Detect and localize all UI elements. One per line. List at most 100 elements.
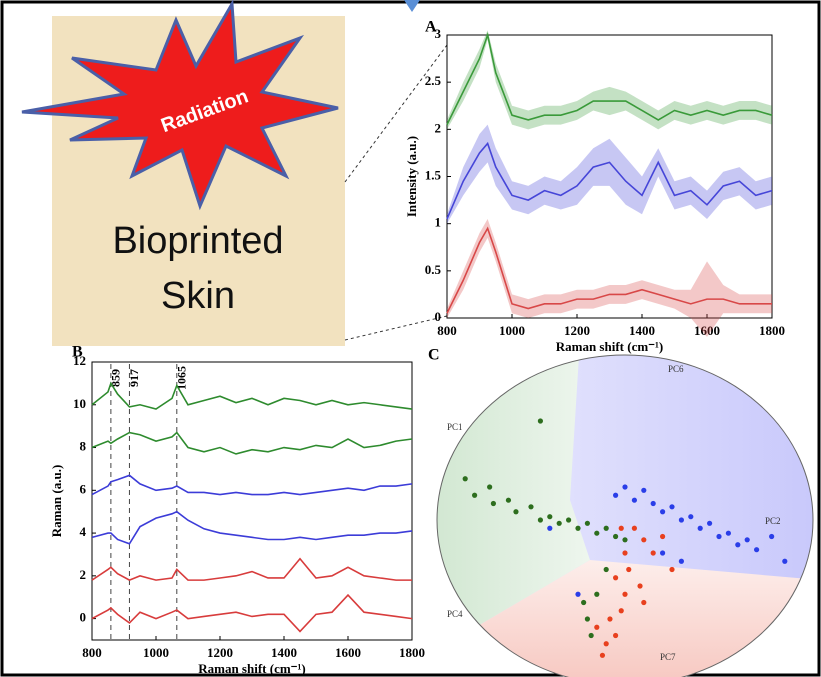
x-tick-label: 1600 (335, 645, 361, 660)
point (538, 517, 543, 522)
x-tick-label: 1400 (629, 323, 655, 338)
point (660, 534, 665, 539)
point (754, 547, 759, 552)
y-tick-label: 2.5 (425, 73, 442, 88)
point (613, 575, 618, 580)
y-tick-label: 10 (73, 396, 86, 411)
point (528, 504, 533, 509)
point (622, 484, 627, 489)
point (669, 504, 674, 509)
point (769, 534, 774, 539)
point (538, 418, 543, 423)
point (641, 600, 646, 605)
score-plot (420, 340, 820, 677)
zoom-line (345, 45, 447, 182)
x-tick-label: 1800 (759, 323, 785, 338)
point (463, 476, 468, 481)
y-tick-label: 0 (435, 309, 442, 324)
point (626, 567, 631, 572)
series-line (92, 595, 412, 631)
point (589, 633, 594, 638)
error-band (447, 219, 772, 337)
point (585, 521, 590, 526)
point (604, 526, 609, 531)
y-tick-label: 0.5 (425, 262, 442, 277)
x-tick-label: 800 (82, 645, 102, 660)
point (641, 488, 646, 493)
y-tick-label: 1.5 (425, 167, 442, 182)
point (622, 537, 627, 542)
x-tick-label: 1000 (499, 323, 525, 338)
point (594, 531, 599, 536)
point (632, 498, 637, 503)
point (581, 600, 586, 605)
y-tick-label: 4 (80, 524, 87, 539)
pc-label: PC7 (660, 652, 676, 662)
error-band (447, 125, 772, 224)
y-tick-label: 2 (80, 567, 87, 582)
point (679, 517, 684, 522)
point (660, 509, 665, 514)
pc-label: PC6 (668, 364, 684, 374)
point (472, 493, 477, 498)
point (575, 592, 580, 597)
point (669, 567, 674, 572)
y-axis-label: Raman (a.u.) (49, 465, 64, 538)
y-tick-label: 1 (435, 215, 442, 230)
point (619, 526, 624, 531)
arrow-tip (404, 0, 420, 12)
figure: Radiation Bioprinted Skin A8001000120014… (0, 0, 821, 677)
point (707, 521, 712, 526)
point (491, 501, 496, 506)
series-line (92, 559, 412, 580)
point (619, 608, 624, 613)
point (613, 534, 618, 539)
plot-area (92, 362, 412, 640)
point (613, 493, 618, 498)
y-tick-label: 6 (80, 481, 87, 496)
marker-label: 917 (127, 369, 141, 387)
point (651, 550, 656, 555)
x-axis-label: Raman shift (cm⁻¹) (556, 339, 664, 354)
x-tick-label: 800 (437, 323, 457, 338)
point (613, 633, 618, 638)
y-tick-label: 2 (435, 120, 442, 135)
y-tick-label: 3 (435, 26, 442, 41)
point (604, 567, 609, 572)
x-tick-label: 1200 (564, 323, 590, 338)
pc-label: PC1 (447, 422, 463, 432)
point (506, 498, 511, 503)
x-tick-label: 1400 (271, 645, 297, 660)
point (513, 509, 518, 514)
y-tick-label: 0 (80, 610, 87, 625)
point (594, 625, 599, 630)
skin-label: Skin (161, 275, 235, 317)
point (622, 592, 627, 597)
point (632, 526, 637, 531)
skin-label: Bioprinted (112, 220, 283, 262)
point (547, 526, 552, 531)
point (607, 616, 612, 621)
point (600, 653, 605, 658)
point (735, 542, 740, 547)
series-line (92, 512, 412, 544)
y-tick-label: 8 (80, 439, 87, 454)
point (594, 592, 599, 597)
series-line (92, 475, 412, 494)
illustration: Radiation Bioprinted Skin (22, 4, 447, 346)
point (679, 559, 684, 564)
point (698, 526, 703, 531)
point (622, 550, 627, 555)
panel-label: C (428, 347, 440, 364)
x-tick-label: 1000 (143, 645, 169, 660)
point (745, 537, 750, 542)
point (547, 514, 552, 519)
x-axis-label: Raman shift (cm⁻¹) (198, 661, 306, 676)
series-line (92, 433, 412, 454)
point (726, 531, 731, 536)
y-axis-label: Intensity (a.u.) (404, 136, 419, 217)
point (716, 534, 721, 539)
y-tick-label: 12 (73, 353, 86, 368)
point (575, 526, 580, 531)
zoom-line (345, 316, 447, 340)
